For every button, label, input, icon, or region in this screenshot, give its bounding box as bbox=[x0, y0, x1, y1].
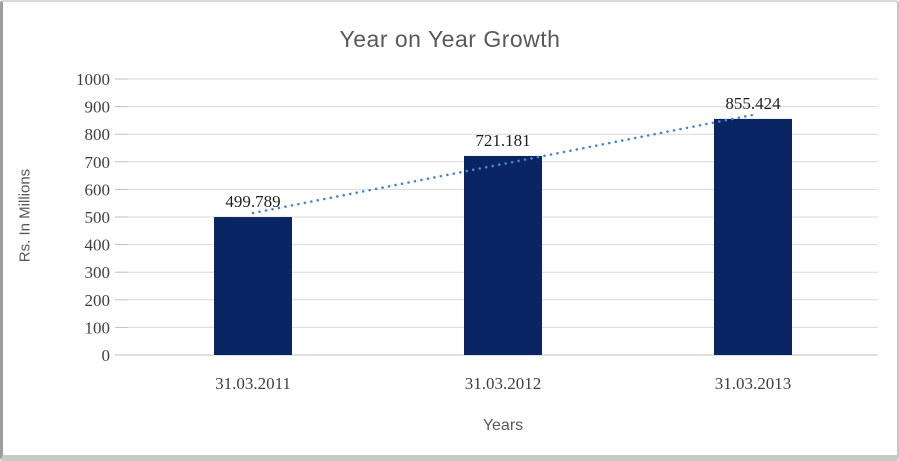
y-tick-label: 400 bbox=[85, 236, 111, 255]
bar bbox=[214, 217, 292, 355]
x-axis-title: Years bbox=[482, 417, 524, 434]
x-tick-label: 31.03.2011 bbox=[215, 374, 291, 393]
bar-data-label: 499.789 bbox=[225, 192, 280, 211]
y-tick-label: 500 bbox=[85, 208, 111, 227]
y-tick-label: 300 bbox=[85, 263, 111, 282]
y-tick-label: 200 bbox=[85, 291, 111, 310]
bar bbox=[714, 118, 792, 355]
plot-area: 0 100 200 300 400 500 600 700 800 900 1000 499.789 3… bbox=[76, 70, 878, 393]
y-tick-label: 700 bbox=[85, 153, 111, 172]
y-tick-label: 800 bbox=[85, 125, 111, 144]
y-tick-label: 900 bbox=[85, 98, 111, 117]
y-tick-label: 100 bbox=[85, 318, 111, 337]
y-tick-label: 0 bbox=[102, 346, 111, 365]
chart-title: Year on Year Growth bbox=[339, 26, 561, 52]
y-tick-label: 600 bbox=[85, 180, 111, 199]
x-tick-label: 31.03.2013 bbox=[715, 374, 792, 393]
y-tick-label: 1000 bbox=[76, 70, 110, 89]
x-tick-label: 31.03.2012 bbox=[465, 374, 542, 393]
trendline bbox=[251, 113, 755, 215]
bar-data-label: 855.424 bbox=[725, 94, 781, 113]
bar-data-label: 721.181 bbox=[475, 131, 530, 150]
bar bbox=[464, 155, 542, 355]
